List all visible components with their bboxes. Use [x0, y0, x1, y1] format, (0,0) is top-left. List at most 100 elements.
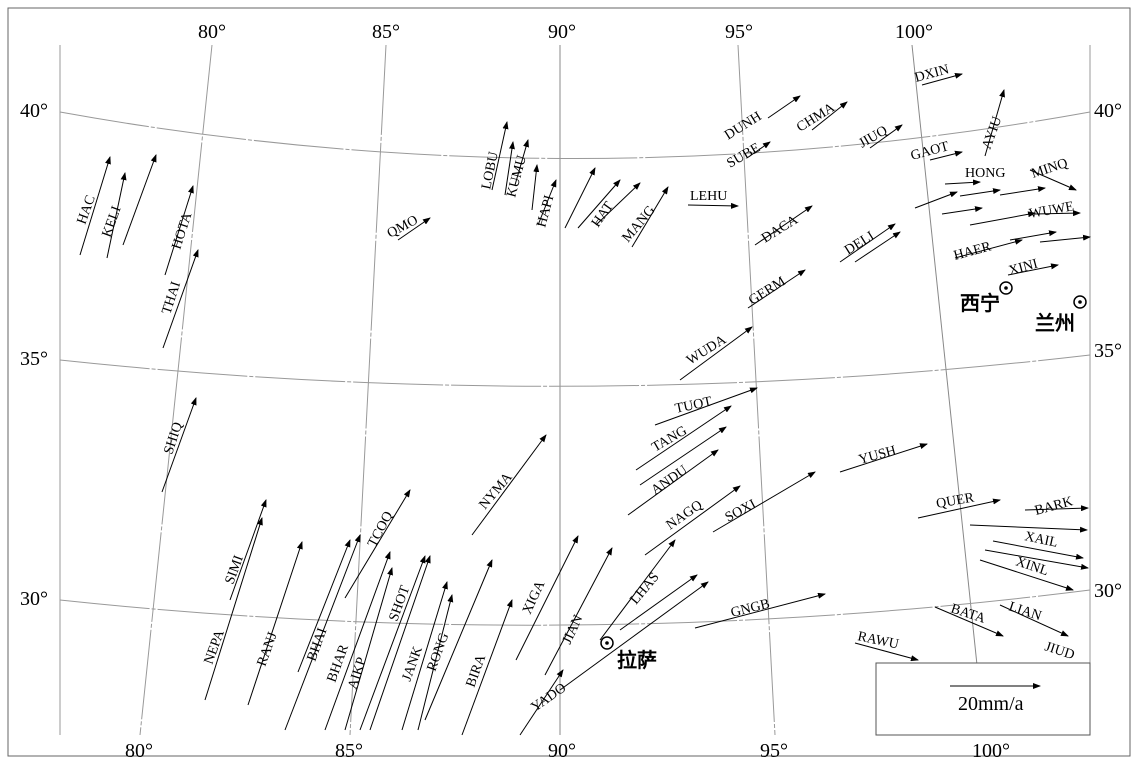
velocity-arrow [417, 594, 454, 731]
station-label: LIAN [1007, 600, 1043, 625]
velocity-arrow [564, 167, 596, 229]
velocity-arrow [515, 535, 579, 661]
station-label: RONG [425, 631, 453, 673]
meridian-100 [911, 44, 978, 666]
station-label: DACA [759, 212, 801, 246]
velocity-arrow [284, 534, 361, 731]
velocity-arrow [914, 191, 958, 209]
city-xining: 西宁 [960, 281, 1013, 315]
station-label: AYIU [980, 115, 1006, 152]
station-label: SHOT [387, 583, 414, 623]
parallel-40 [59, 111, 1091, 159]
velocity-arrow [106, 172, 127, 259]
bottom-lon-label: 90° [548, 740, 576, 762]
velocity-arrow [537, 179, 557, 226]
velocity-arrow [162, 249, 199, 349]
station-label: XAIL [1023, 529, 1059, 551]
meridian-85 [349, 44, 387, 736]
velocity-arrow [999, 186, 1046, 196]
velocity-arrow [1009, 230, 1057, 241]
velocity-arrow [1007, 263, 1059, 276]
top-lon-label: 80° [198, 21, 226, 43]
velocity-arrow [627, 449, 719, 516]
velocity-arrow [679, 326, 753, 381]
station-label: CHMA [794, 100, 838, 135]
velocity-arrow [959, 188, 1001, 197]
city-label: 兰州 [1035, 311, 1075, 335]
velocity-arrow [869, 124, 903, 149]
station-label: JIUD [1043, 640, 1076, 664]
station-label: JIUQ [857, 123, 891, 151]
velocity-arrow [297, 539, 351, 673]
station-label: DELI [842, 229, 877, 259]
velocity-arrow [954, 238, 1023, 259]
velocity-arrow [397, 217, 431, 241]
city-label: 西宁 [960, 291, 1000, 315]
velocity-arrow [204, 517, 263, 701]
velocity-arrow [999, 604, 1069, 637]
scale-legend: 20mm/a [875, 662, 1091, 736]
velocity-arrow [1034, 210, 1081, 217]
station-label: KELI [100, 204, 125, 239]
meridian-80 [139, 44, 213, 736]
velocity-arrow [839, 443, 928, 473]
velocity-arrow [559, 581, 709, 691]
velocity-arrow [639, 426, 727, 486]
station-labels: DXIN DUNH CHMA AYIU SUBE JIUQ GAOT HONG … [75, 62, 1077, 715]
left-lat-label: 35° [20, 348, 48, 370]
velocity-arrow [369, 555, 431, 731]
parallel-35 [59, 354, 1091, 387]
station-label: NEPA [202, 627, 228, 666]
station-label: AIKP [346, 655, 370, 691]
station-label: SIMI [223, 553, 247, 586]
station-label: HONG [965, 166, 1005, 181]
city-marker-dot [1004, 286, 1008, 290]
velocity-arrow [767, 95, 801, 119]
velocity-arrow [929, 150, 963, 161]
velocity-arrow [161, 397, 197, 493]
velocity-arrow [229, 499, 267, 601]
parallel-30 [59, 589, 1091, 626]
city-lanzhou: 兰州 [1035, 295, 1087, 335]
velocity-arrow [969, 211, 1036, 226]
station-label: XIGA [520, 578, 549, 617]
velocity-arrow [324, 551, 391, 731]
station-label: HAPI [534, 193, 557, 229]
station-label: BATA [949, 602, 988, 627]
velocity-arrow [854, 642, 919, 662]
velocity-arrow [754, 205, 813, 246]
top-lon-label: 100° [895, 21, 933, 43]
station-label: SOXI [723, 497, 759, 526]
station-label: WUWE [1028, 199, 1075, 222]
velocity-arrow [921, 72, 963, 86]
left-lat-label: 40° [20, 100, 48, 122]
right-lat-label: 40° [1094, 100, 1122, 122]
station-label: HAT [589, 199, 617, 230]
station-label: GERM [746, 274, 789, 308]
velocity-arrow [577, 179, 621, 229]
station-label: XINL [1014, 555, 1050, 580]
top-lon-label: 85° [372, 21, 400, 43]
velocity-arrow [854, 231, 901, 263]
velocity-arrow [944, 179, 981, 186]
velocity-arrow [471, 434, 547, 536]
city-marker-icon [999, 281, 1013, 295]
legend-box [875, 662, 1091, 736]
right-lat-label: 35° [1094, 340, 1122, 362]
velocity-arrow [687, 202, 739, 209]
station-label: MANG [620, 203, 659, 245]
velocity-arrow [969, 524, 1088, 533]
city-marker-dot [1078, 300, 1082, 304]
velocity-arrow [917, 498, 1001, 519]
velocity-arrow [491, 121, 509, 191]
velocity-arrow [344, 567, 393, 731]
station-label: HAC [75, 193, 99, 226]
velocity-vectors [79, 72, 1091, 736]
velocity-arrow [839, 223, 896, 263]
velocity-arrow [595, 182, 641, 226]
station-label: JIAN [560, 613, 586, 647]
top-lon-label: 95° [725, 21, 753, 43]
velocity-arrow [992, 540, 1084, 560]
left-lat-label: 30° [20, 588, 48, 610]
